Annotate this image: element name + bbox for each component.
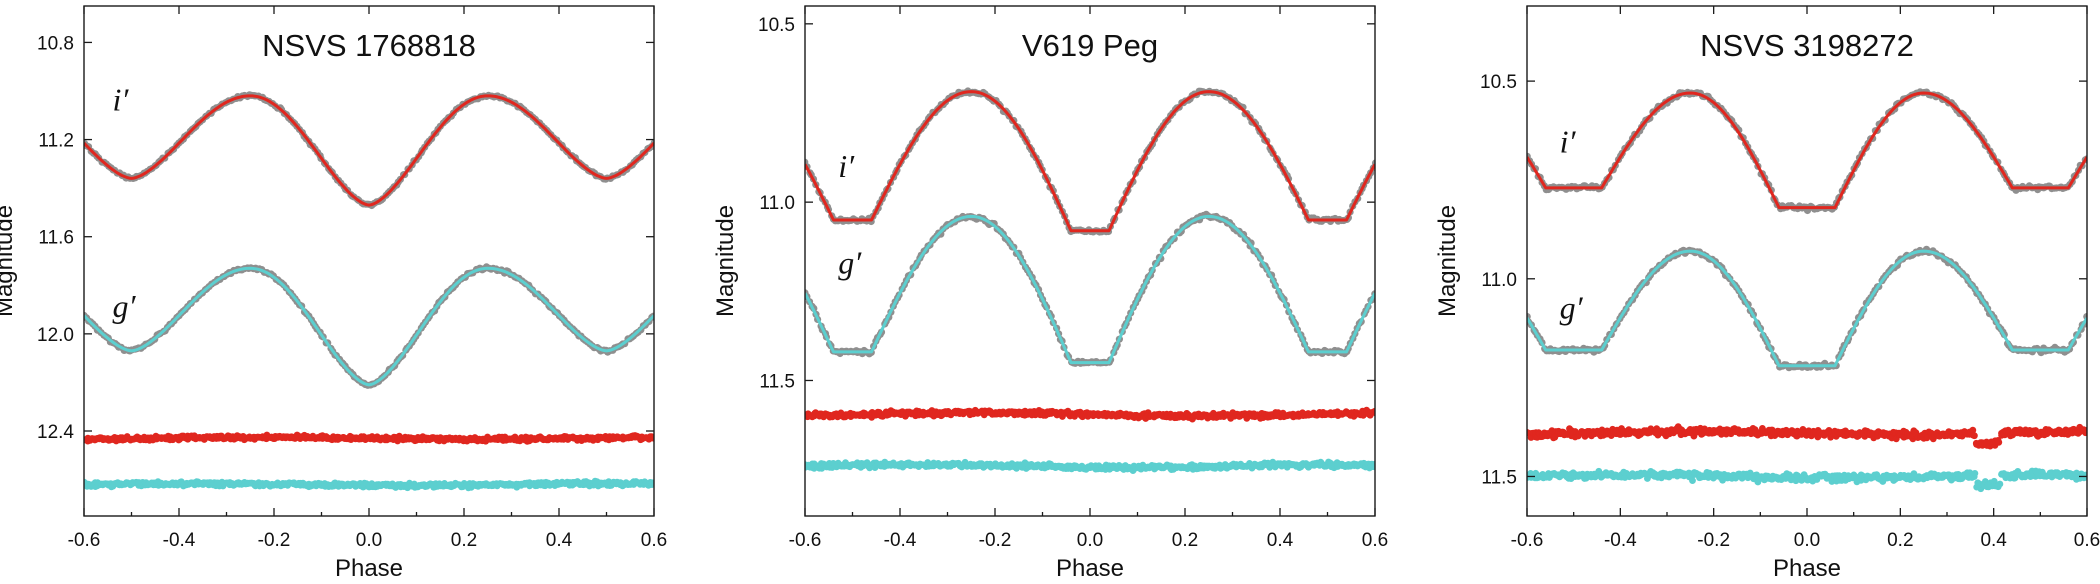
x-tick-label: 0.4 (1267, 530, 1294, 551)
y-tick-label: 10.5 (758, 15, 795, 36)
y-tick-label: 12.4 (37, 422, 74, 443)
y-tick-label: 11.0 (759, 193, 795, 214)
y-tick-label: 11.6 (38, 228, 74, 249)
observed-points-i (805, 87, 1375, 236)
residual-points-g (805, 458, 1375, 474)
x-axis-title: Phase (1056, 555, 1124, 582)
panel-title: NSVS 1768818 (262, 28, 476, 63)
residual-point (2082, 427, 2087, 434)
y-tick-label: 11.2 (38, 131, 74, 152)
x-tick-label: -0.2 (258, 530, 291, 551)
observed-points-g (1527, 245, 2087, 372)
x-tick-label: 0.2 (1887, 530, 1913, 551)
y-axis: 10.8 11.2 11.6 12.0 12.4 Magnitude (0, 33, 654, 443)
x-tick-label: 0.0 (1077, 530, 1103, 551)
x-tick-label: 0.2 (1172, 530, 1198, 551)
x-tick-label: 0.4 (1980, 530, 2007, 551)
y-axis: 10.5 11.0 11.5 Magnitude (1434, 72, 2087, 488)
x-tick-label: -0.6 (789, 530, 822, 551)
x-tick-label: 0.6 (1362, 530, 1388, 551)
residual-point (1969, 426, 1977, 434)
residual-points-i (1527, 423, 2087, 450)
y-axis: 10.5 11.0 11.5 Magnitude (712, 15, 1375, 392)
residual-point (1372, 409, 1375, 417)
i-band-model-curve (84, 94, 654, 207)
x-tick-label: -0.4 (884, 530, 917, 551)
plot-area (84, 91, 654, 492)
residual-point (1971, 432, 1978, 440)
band-label-i: i′ (113, 81, 130, 117)
residual-point (1971, 470, 1979, 477)
residual-point (650, 434, 654, 442)
x-tick-label: 0.0 (1794, 530, 1820, 551)
band-label-g: g′ (1560, 289, 1584, 325)
x-tick-label: 0.6 (2074, 530, 2100, 551)
plot-area (805, 87, 1375, 474)
observed-points-i (84, 91, 654, 210)
residual-point (2083, 472, 2087, 479)
x-tick-label: -0.6 (1511, 530, 1544, 551)
x-tick-label: 0.2 (451, 530, 477, 551)
x-tick-label: 0.6 (641, 530, 667, 551)
plot-area (1527, 88, 2087, 493)
residual-point (1995, 438, 2003, 446)
i-band-model-curve (805, 90, 1375, 233)
x-axis: -0.6 -0.4 -0.2 0.0 0.2 0.4 0.6 Phase (1511, 6, 2100, 582)
x-tick-label: -0.4 (1604, 530, 1637, 551)
g-band-model-curve (805, 214, 1375, 365)
y-tick-label: 11.5 (759, 371, 795, 392)
residual-point (649, 480, 654, 488)
panel-1: -0.6 -0.4 -0.2 0.0 0.2 0.4 0.6 Phase 10.8 11.2 11.… (0, 5, 667, 582)
residual-points-i (84, 431, 654, 445)
axes-frame (804, 5, 1376, 517)
g-band-model-curve (84, 266, 654, 387)
y-tick-label: 12.0 (37, 325, 74, 346)
x-tick-label: -0.6 (68, 530, 101, 551)
axes-frame (1526, 5, 2088, 517)
y-axis-title: Magnitude (1434, 205, 1461, 317)
residual-point (1370, 463, 1375, 471)
panel-3: -0.6 -0.4 -0.2 0.0 0.2 0.4 0.6 Phase 10.5 11.0 11.… (1434, 5, 2100, 582)
y-tick-label: 10.5 (1480, 72, 1517, 93)
band-label-i: i′ (1560, 123, 1577, 159)
band-label-g: g′ (838, 244, 862, 280)
x-tick-label: 0.0 (356, 530, 382, 551)
y-axis-title: Magnitude (0, 205, 18, 317)
y-tick-label: 11.0 (1481, 270, 1517, 291)
panel-title: NSVS 3198272 (1700, 28, 1914, 63)
x-axis-title: Phase (335, 555, 403, 582)
x-axis: -0.6 -0.4 -0.2 0.0 0.2 0.4 0.6 Phase (68, 6, 667, 582)
residual-points-g (1527, 467, 2087, 493)
x-tick-label: -0.2 (979, 530, 1012, 551)
y-axis-title: Magnitude (712, 205, 739, 317)
residual-point (1689, 477, 1696, 484)
x-axis: -0.6 -0.4 -0.2 0.0 0.2 0.4 0.6 Phase (789, 6, 1388, 582)
x-tick-label: 0.4 (546, 530, 573, 551)
panel-title: V619 Peg (1022, 28, 1158, 63)
band-label-g: g′ (113, 288, 137, 324)
panel-2: -0.6 -0.4 -0.2 0.0 0.2 0.4 0.6 Phase 10.5 11.0 11.… (712, 5, 1388, 582)
y-tick-label: 10.8 (37, 33, 74, 54)
x-axis-title: Phase (1773, 555, 1841, 582)
band-label-i: i′ (838, 148, 855, 184)
residual-point (1996, 480, 2004, 488)
y-tick-label: 11.5 (1481, 467, 1517, 488)
i-band-model-curve (1527, 91, 2087, 210)
residual-points-i (805, 406, 1375, 423)
residual-points-g (84, 477, 654, 492)
observed-points-i (1527, 88, 2087, 215)
x-tick-label: -0.4 (163, 530, 196, 551)
x-tick-label: -0.2 (1697, 530, 1730, 551)
g-band-model-curve (1527, 249, 2087, 368)
